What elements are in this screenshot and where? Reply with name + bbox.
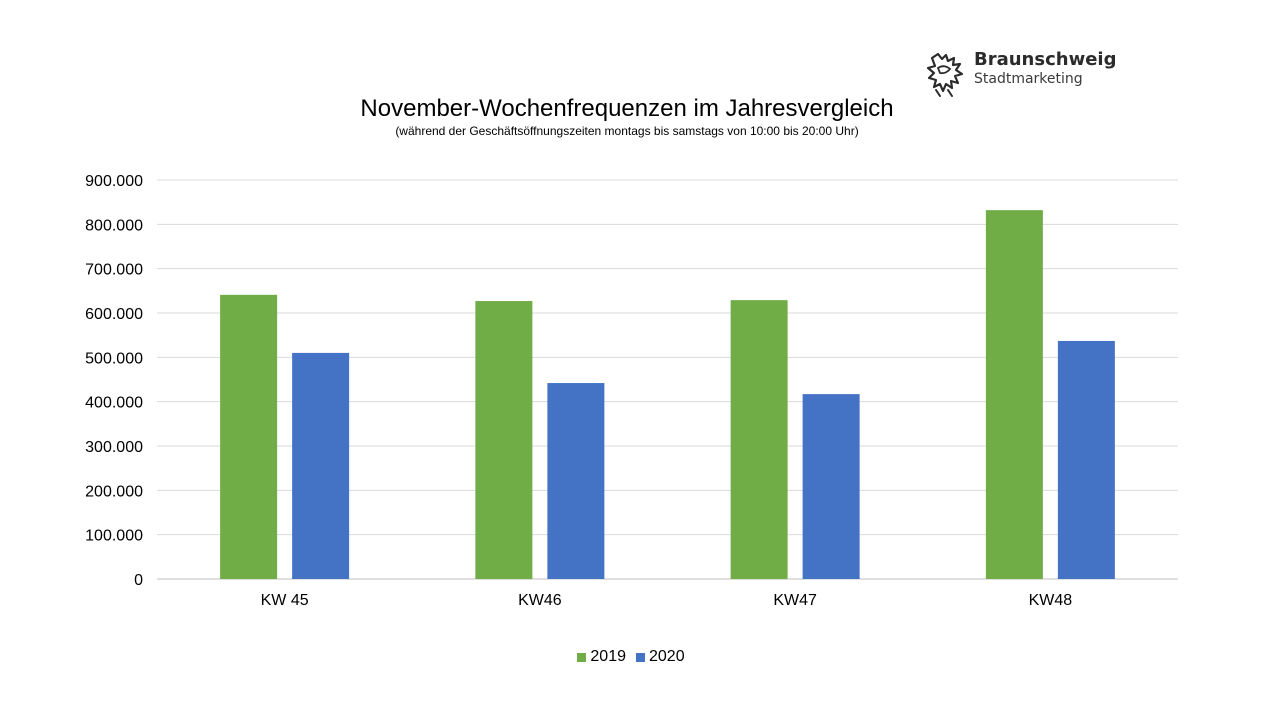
y-tick-label: 100.000	[85, 528, 143, 545]
logo-subtitle: Stadtmarketing	[974, 71, 1083, 87]
bar-2020-KW46	[547, 383, 605, 579]
bar-2019-KW47	[730, 300, 788, 579]
logo-title: Braunschweig	[974, 49, 1117, 70]
y-tick-label: 200.000	[85, 483, 143, 500]
chart-title: November-Wochenfrequenzen im Jahresvergl…	[360, 95, 894, 122]
y-tick-label: 700.000	[85, 262, 143, 279]
x-tick-label: KW48	[1029, 592, 1073, 609]
bar-2019-KW48	[985, 210, 1043, 579]
braunschweig-logo: Braunschweig Stadtmarketing	[926, 50, 1116, 100]
bar-2020-KW47	[802, 394, 860, 579]
legend-label: 2020	[649, 648, 685, 665]
chart-subtitle: (während der Geschäftsöffnungszeiten mon…	[395, 124, 859, 138]
bar-2020-KW48	[1057, 340, 1115, 579]
legend: 2019 2020	[0, 648, 1262, 666]
legend-label: 2019	[590, 648, 626, 665]
y-tick-label: 500.000	[85, 350, 143, 367]
legend-swatch	[577, 652, 587, 662]
legend-swatch	[636, 652, 645, 662]
bar-2020-KW45	[292, 352, 350, 579]
bar-2019-KW45	[220, 294, 278, 579]
legend-item-2019: 2019	[577, 648, 626, 666]
y-tick-label: 900.000	[85, 173, 143, 190]
x-tick-label: KW47	[773, 592, 817, 609]
x-tick-label: KW46	[518, 592, 562, 609]
y-tick-label: 0	[134, 572, 143, 589]
y-axis-ticks: 0 100.000 200.000 300.000 400.000 500.000 600.…	[85, 173, 143, 589]
legend-item-2020: 2020	[636, 648, 685, 666]
y-tick-label: 600.000	[85, 306, 143, 323]
y-tick-label: 400.000	[85, 395, 143, 412]
y-tick-label: 800.000	[85, 217, 143, 234]
y-tick-label: 300.000	[85, 439, 143, 456]
x-tick-label: KW 45	[261, 592, 309, 609]
bar-2019-KW46	[475, 301, 533, 579]
x-axis-ticks: KW 45 KW46 KW47 KW48	[261, 592, 1073, 609]
bars	[220, 210, 1115, 579]
lion-emblem-icon	[926, 52, 964, 97]
